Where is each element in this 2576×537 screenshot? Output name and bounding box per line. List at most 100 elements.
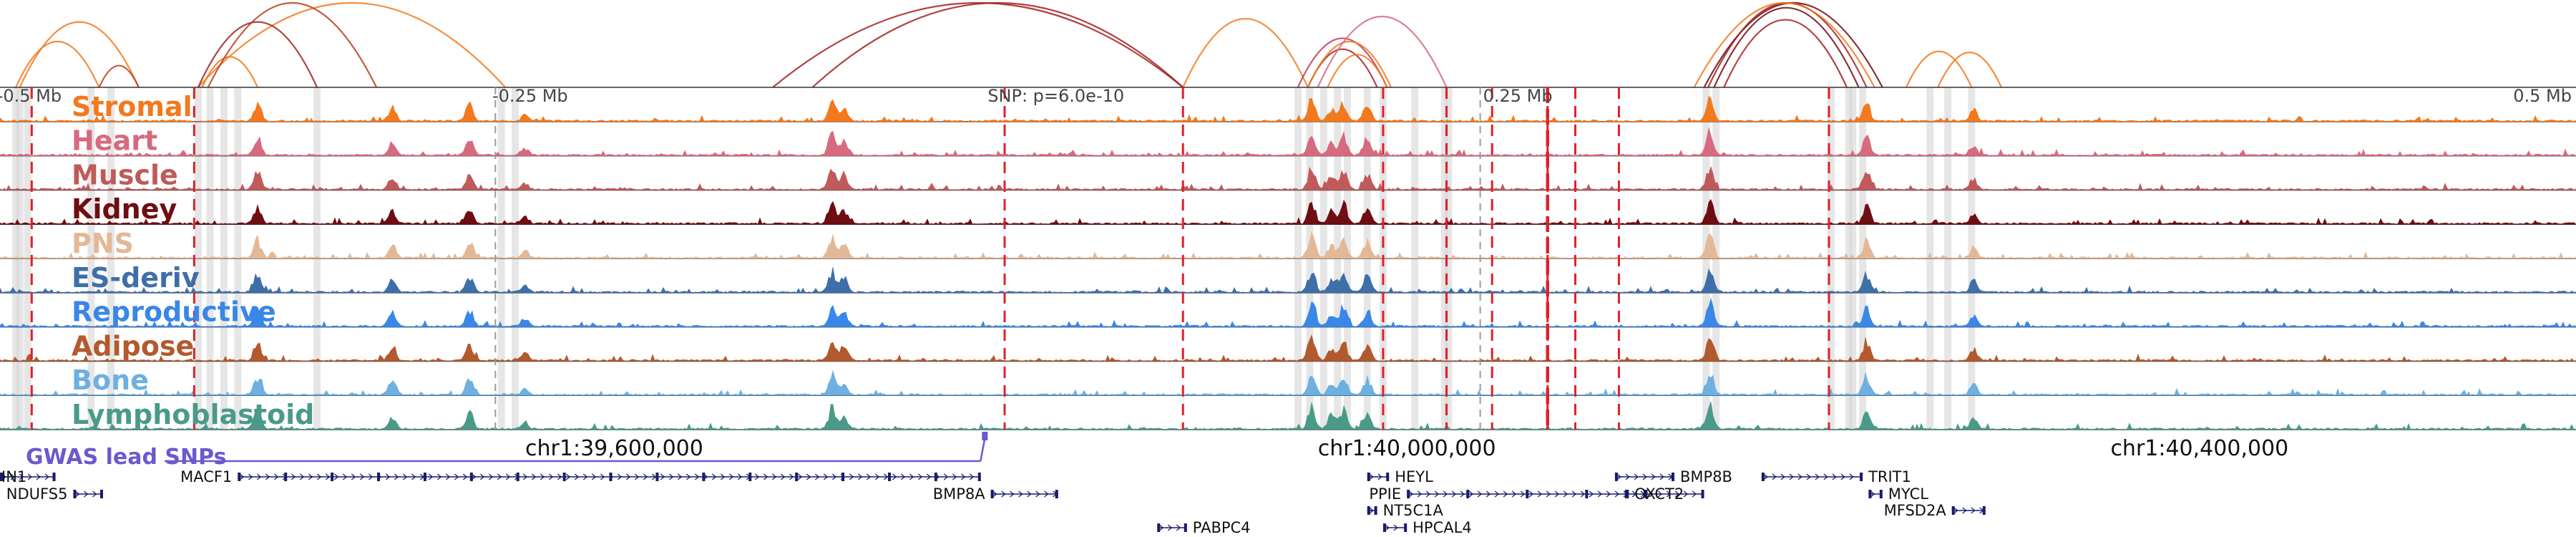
gene-exon	[887, 473, 891, 481]
gene-exon	[1614, 473, 1618, 481]
track-label-heart: Heart	[72, 125, 157, 157]
strand-arrow	[737, 473, 743, 480]
gene-exon	[238, 473, 241, 481]
gene-exon	[423, 473, 426, 481]
strand-arrow	[27, 473, 32, 480]
strand-arrow	[1870, 490, 1875, 498]
strand-arrow	[1849, 473, 1854, 480]
gene-exon	[1055, 490, 1058, 498]
loop-arc	[197, 1, 506, 88]
gene-label: NT5C1A	[1383, 502, 1444, 519]
strand-arrow	[385, 473, 391, 480]
strand-arrow	[342, 473, 348, 480]
loop-arc	[1693, 2, 1875, 88]
track-pns	[0, 231, 2576, 259]
strand-arrow	[1631, 490, 1637, 498]
strand-arrow	[265, 473, 270, 480]
gene-exon	[1585, 490, 1589, 498]
strand-arrow	[1657, 490, 1663, 498]
strand-arrow	[1158, 524, 1164, 531]
strand-arrow	[308, 473, 313, 480]
strand-arrow	[677, 473, 683, 480]
strand-arrow	[1953, 507, 1958, 514]
track-es-deriv	[0, 266, 2576, 294]
strand-arrow	[462, 473, 468, 480]
gene-label: MFSD2A	[1884, 502, 1947, 519]
gene-mycl: MYCL	[1868, 485, 1928, 503]
track-signal	[0, 369, 2576, 396]
track-signal	[0, 199, 2576, 225]
gene-in1: IN1	[0, 468, 56, 485]
strand-arrow	[1477, 490, 1483, 498]
track-reproductive	[0, 297, 2576, 328]
axis-labels: -0.5 Mb -0.25 Mb SNP: p=6.0e-10 0.25 Mb 0.5 …	[0, 86, 2572, 470]
track-stromal	[0, 95, 2576, 122]
strand-arrow	[1, 473, 6, 480]
gene-exon	[52, 473, 56, 481]
gene-exon	[1761, 473, 1765, 481]
strand-arrow	[1385, 524, 1390, 531]
strand-arrow	[248, 473, 253, 480]
strand-arrow	[992, 490, 997, 498]
axis-label: -0.5 Mb	[0, 86, 62, 106]
loop-arc	[1327, 54, 1388, 88]
coordinate-label: chr1:40,400,000	[2110, 436, 2288, 461]
gene-label: HEYL	[1395, 468, 1433, 485]
strand-arrow	[969, 473, 975, 480]
strand-arrow	[1417, 490, 1423, 498]
loop-arc	[772, 2, 1184, 88]
strand-arrow	[445, 473, 451, 480]
track-label-kidney: Kidney	[72, 193, 177, 225]
strand-arrow	[1010, 490, 1015, 498]
track-label-stromal: Stromal	[72, 91, 192, 122]
strand-arrow	[1451, 490, 1457, 498]
strand-arrow	[651, 473, 657, 480]
strand-arrow	[479, 473, 485, 480]
strand-arrow	[1468, 490, 1474, 498]
strand-arrow	[771, 473, 777, 480]
gene-oxct2: OXCT2	[1624, 485, 1684, 503]
strand-arrow	[428, 473, 434, 480]
strand-arrow	[1027, 490, 1032, 498]
strand-arrow	[368, 473, 374, 480]
strand-arrow	[1494, 490, 1500, 498]
accessibility-tracks	[0, 95, 2576, 430]
strand-arrow	[1597, 490, 1603, 498]
gene-exon	[1466, 490, 1470, 498]
gene-exon	[1407, 490, 1410, 498]
gene-ppie: PPIE	[1369, 485, 1704, 503]
track-adipose	[0, 334, 2576, 362]
gene-exon	[702, 473, 706, 481]
strand-arrow	[1580, 490, 1586, 498]
strand-arrow	[1520, 490, 1526, 498]
strand-arrow	[557, 473, 562, 480]
track-label-muscle: Muscle	[72, 159, 178, 190]
gene-exon	[1367, 506, 1370, 515]
gene-exon	[1644, 490, 1648, 498]
strand-arrow	[1537, 490, 1543, 498]
strand-arrow	[1640, 490, 1646, 498]
strand-arrow	[1789, 473, 1794, 480]
gwas-snp-marker	[982, 432, 988, 440]
strand-arrow	[325, 473, 331, 480]
gene-mfsd2a: MFSD2A	[1884, 502, 1986, 519]
track-heart	[0, 127, 2576, 157]
strand-arrow	[1503, 490, 1508, 498]
loop-arc	[1713, 6, 1860, 88]
strand-arrow	[497, 473, 502, 480]
loop-arc	[1707, 2, 1868, 88]
strand-arrow	[1651, 473, 1656, 480]
strand-arrow	[917, 473, 923, 480]
gwas-label: GWAS lead SNPs	[26, 445, 226, 470]
strand-arrow	[1659, 473, 1664, 480]
coordinate-label: chr1:40,000,000	[1318, 436, 1496, 461]
strand-arrow	[1554, 490, 1560, 498]
gene-exon	[990, 490, 994, 498]
strand-arrow	[694, 473, 700, 480]
gene-label: PABPC4	[1193, 519, 1251, 536]
gene-exon	[1626, 490, 1629, 498]
gene-exon	[1951, 506, 1955, 515]
strand-arrow	[1815, 473, 1820, 480]
